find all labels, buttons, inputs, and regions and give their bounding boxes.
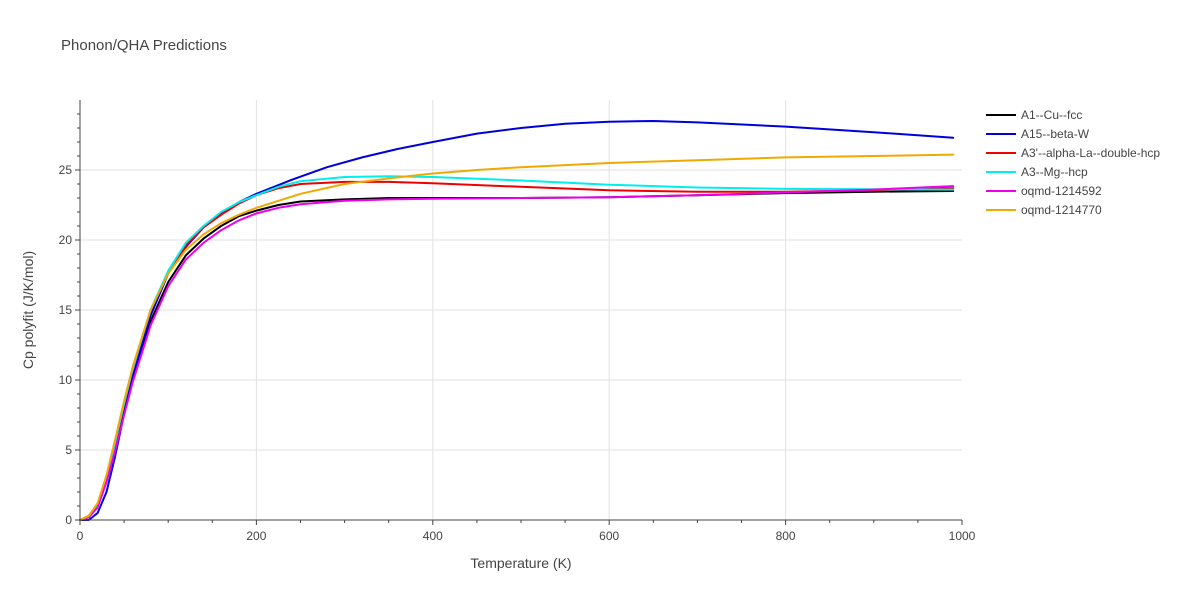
y-tick-label: 20	[59, 233, 73, 247]
legend-label: A1--Cu--fcc	[1021, 108, 1082, 122]
legend-label: A3'--alpha-La--double-hcp	[1021, 146, 1160, 160]
x-tick-label: 0	[77, 529, 84, 543]
legend-label: oqmd-1214770	[1021, 203, 1102, 217]
legend-item[interactable]: oqmd-1214592	[986, 184, 1102, 198]
y-tick-label: 5	[65, 443, 72, 457]
legend-label: oqmd-1214592	[1021, 184, 1102, 198]
legend-label: A15--beta-W	[1021, 127, 1090, 141]
series-group	[79, 120, 955, 521]
y-tick-label: 25	[59, 163, 73, 177]
x-gridlines	[255, 100, 787, 520]
x-tick-label: 1000	[949, 529, 976, 543]
y-axis-ticks: 0 5 10 15 20 25	[59, 113, 80, 527]
x-axis-title: Temperature (K)	[470, 555, 571, 571]
legend-item[interactable]: A3--Mg--hcp	[986, 165, 1088, 179]
legend: A1--Cu--fcc A15--beta-W A3'--alpha-La--dou…	[986, 108, 1160, 217]
legend-item[interactable]: A3'--alpha-La--double-hcp	[986, 146, 1160, 160]
legend-item[interactable]: oqmd-1214770	[986, 203, 1102, 217]
x-axis-ticks: 0 200 400 600 800 1000	[77, 520, 976, 543]
y-gridlines	[80, 169, 962, 451]
x-tick-label: 800	[776, 529, 796, 543]
y-axis-title: Cp polyfit (J/K/mol)	[20, 251, 36, 369]
x-tick-label: 600	[599, 529, 619, 543]
legend-item[interactable]: A15--beta-W	[986, 127, 1090, 141]
series-line-3	[79, 175, 955, 521]
series-line-5	[79, 153, 955, 521]
x-tick-label: 400	[423, 529, 443, 543]
y-tick-label: 0	[65, 513, 72, 527]
x-tick-label: 200	[246, 529, 266, 543]
legend-label: A3--Mg--hcp	[1021, 165, 1088, 179]
y-tick-label: 10	[59, 373, 73, 387]
chart-title: Phonon/QHA Predictions	[61, 37, 227, 54]
series-line-4	[79, 185, 955, 521]
y-tick-label: 15	[59, 303, 73, 317]
legend-item[interactable]: A1--Cu--fcc	[986, 108, 1082, 122]
